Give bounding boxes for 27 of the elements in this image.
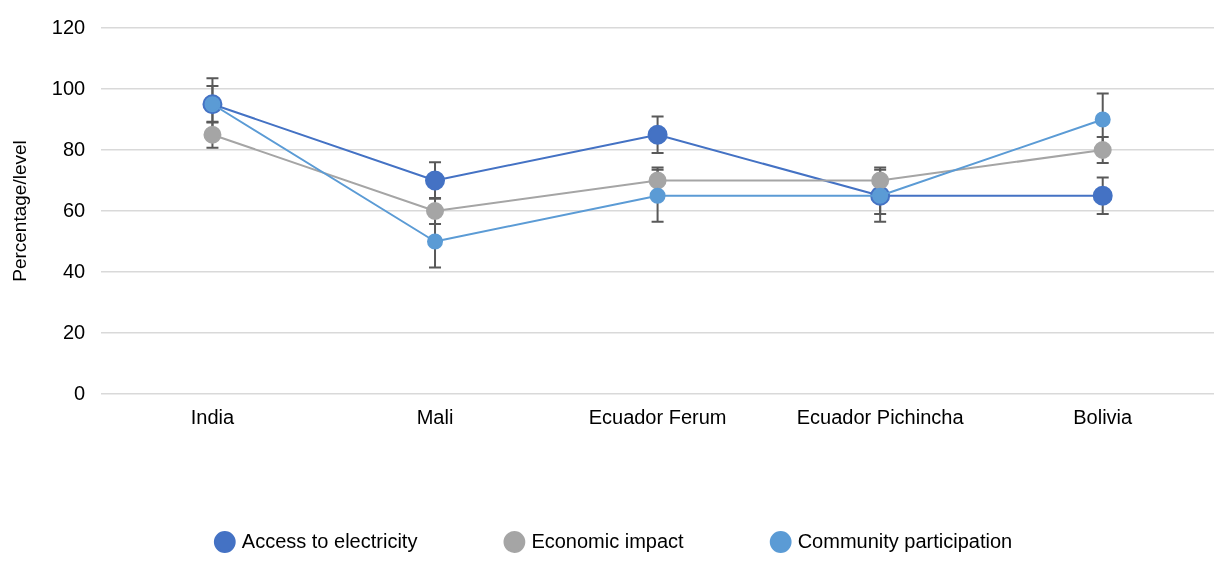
y-tick-label: 60 xyxy=(62,198,86,221)
y-tick-label: 20 xyxy=(62,320,86,343)
y-tick-label: 120 xyxy=(51,15,86,38)
point xyxy=(426,202,445,220)
x-tick-label: India xyxy=(190,405,236,428)
x-tick-label: Bolivia xyxy=(1073,405,1134,428)
point xyxy=(871,171,890,190)
legend-label: Community participation xyxy=(797,529,1013,552)
point xyxy=(1092,185,1113,206)
y-axis-title: Percentage/level xyxy=(8,140,30,282)
y-tick-label: 100 xyxy=(51,76,86,99)
point xyxy=(203,125,222,144)
x-tick-label: Mali xyxy=(416,405,454,428)
point xyxy=(647,124,668,145)
point xyxy=(427,233,444,250)
point xyxy=(1093,141,1112,159)
legend-label: Economic impact xyxy=(531,529,685,552)
point xyxy=(425,170,446,191)
x-tick-label: Ecuador Pichincha xyxy=(796,405,965,428)
point xyxy=(649,187,666,204)
point xyxy=(648,171,667,190)
y-tick-label: 80 xyxy=(62,137,86,160)
x-tick-label: Ecuador Ferum xyxy=(588,405,727,428)
legend-label: Access to electricity xyxy=(241,529,418,552)
y-tick-label: 0 xyxy=(74,381,86,404)
point xyxy=(1094,111,1111,128)
y-tick-label: 40 xyxy=(62,259,86,282)
